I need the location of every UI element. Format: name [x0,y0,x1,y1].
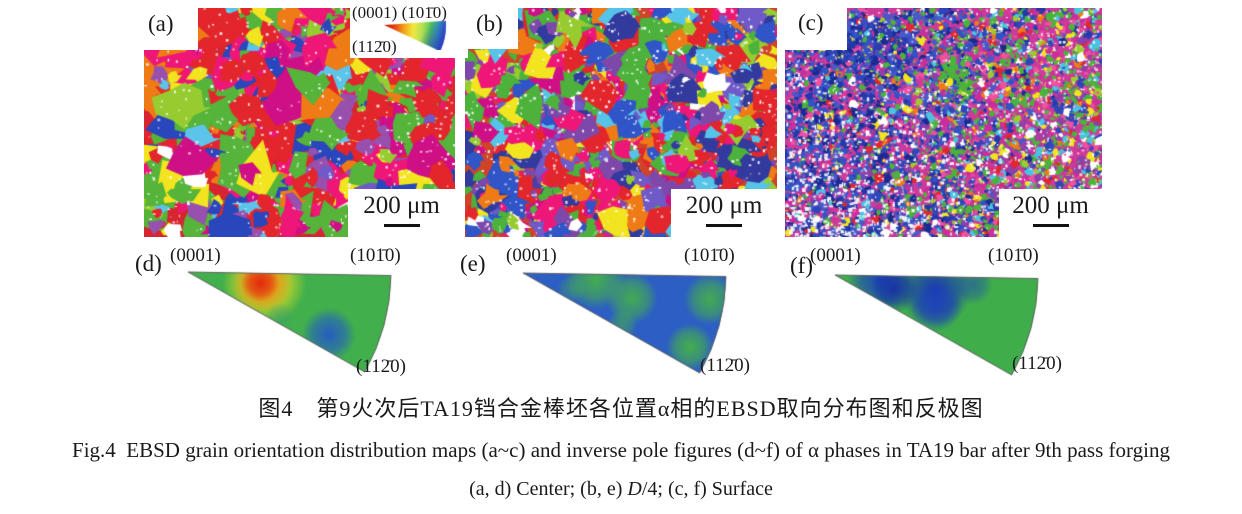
ipf-d-corner-1120: (112̄0) [356,356,406,377]
color-key-top-label: (0001) (101̄0) [352,3,447,22]
scale-label-a: 200 μm [363,192,440,219]
scale-box-b: 200 μm [671,189,777,237]
ipf-e-corner-0001: (0001) [506,245,557,266]
panel-label-a: (a) [148,11,174,36]
ipf-e-corner-1010: (101̄0) [684,245,735,266]
scale-box-c: 200 μm [999,189,1102,237]
ipf-f-corner-1010: (101̄0) [988,245,1039,266]
map-a-notch [144,8,198,50]
inverse-pole-figure-e [520,268,735,380]
caption-chinese: 图4 第9火次后TA19铛合金棒坯各位置α相的EBSD取向分布图和反极图 [258,396,984,421]
ipf-f-corner-0001: (0001) [810,245,861,266]
ipf-d-corner-1010: (101̄0) [350,245,401,266]
scale-bar-line-b [706,224,742,227]
panel-label-f: (f) [790,253,813,278]
panel-label-b: (b) [476,11,503,36]
caption-sub-pre: (a, d) Center; (b, e) [469,478,628,500]
inverse-pole-figure-d [185,267,400,379]
scale-bar-line-c [1032,224,1069,227]
map-c-notch [785,8,847,50]
caption-subfigures: (a, d) Center; (b, e) D/4; (c, f) Surfac… [0,477,1242,501]
panel-label-e: (e) [460,251,486,276]
ipf-f-corner-1120: (112̄0) [1012,353,1062,374]
panel-label-c: (c) [798,10,824,35]
scale-box-a: 200 μm [348,189,455,237]
map-b-notch [465,8,518,49]
caption-english: Fig.4 EBSD grain orientation distributio… [72,438,1170,462]
panel-label-d: (d) [135,251,162,276]
scale-label-c: 200 μm [1012,192,1089,219]
color-key-wedge [380,18,450,50]
inverse-pole-figure-f [832,270,1047,382]
caption-sub-post: /4; (c, f) Surface [641,478,773,500]
caption-sub-D: D [627,478,642,500]
ipf-e-corner-1120: (112̄0) [700,355,750,376]
ipf-d-corner-0001: (0001) [170,245,221,266]
scale-bar-line-a [383,224,420,227]
scale-label-b: 200 μm [685,192,763,219]
